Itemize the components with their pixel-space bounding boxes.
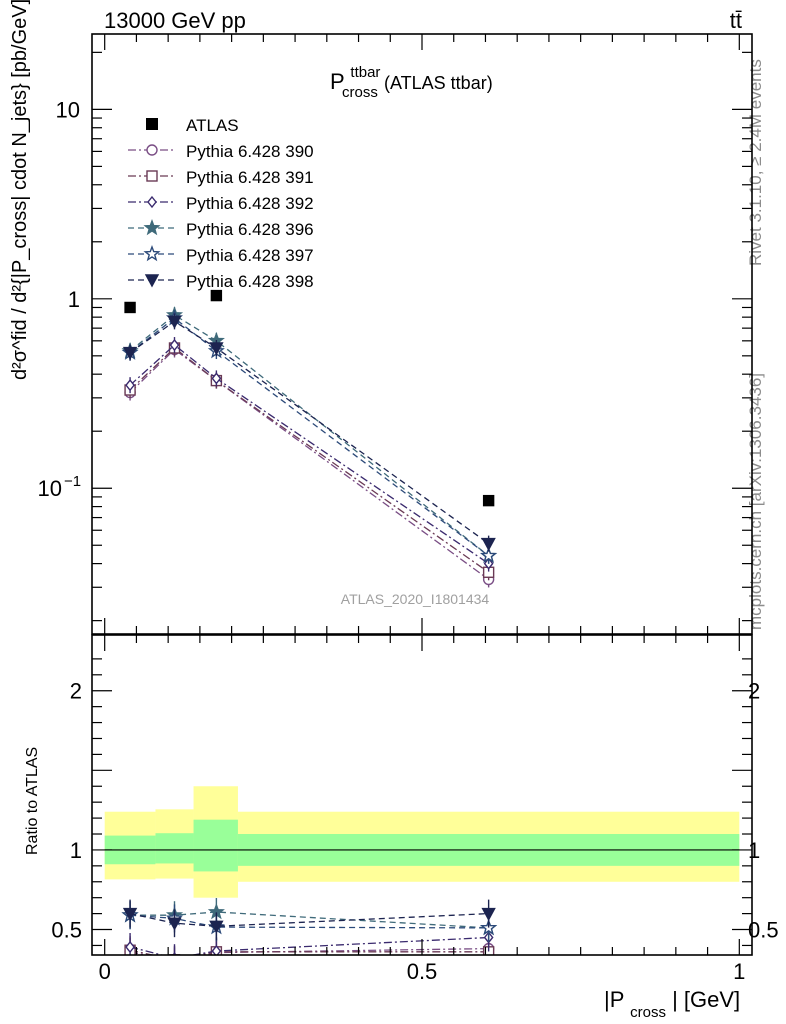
legend-label: Pythia 6.428 397 xyxy=(186,246,314,265)
series-pythia-6-428-390-line xyxy=(129,348,489,580)
lower-y-tick-label: 1 xyxy=(70,838,82,863)
series-pythia-6-428-390-ratio-line xyxy=(129,947,489,955)
upper-ylabel: d²σ^fid / d²{|P_cross| cdot N_jets} [pb/… xyxy=(9,0,31,380)
xlabel-sub: cross xyxy=(630,1004,666,1021)
series-pythia-6-428-392-point xyxy=(169,338,180,352)
upper-y-tick-label: 1 xyxy=(68,287,80,312)
plot-title-suffix: (ATLAS ttbar) xyxy=(384,73,493,93)
series-pythia-6-428-398-ratio-point xyxy=(209,920,224,934)
legend-label: Pythia 6.428 390 xyxy=(186,142,314,161)
series-pythia-6-428-391-line xyxy=(129,347,489,573)
legend-marker xyxy=(143,245,161,262)
plot-title: P ttbar cross xyxy=(330,57,387,101)
legend-marker xyxy=(147,195,157,209)
lower-y-tick-label-right: 1 xyxy=(748,838,760,863)
series-pythia-6-428-392-line xyxy=(129,344,489,565)
legend-marker xyxy=(143,219,161,236)
legend-label: Pythia 6.428 398 xyxy=(186,272,314,291)
series-pythia-6-428-398-point xyxy=(167,315,182,329)
atlas-data-point xyxy=(124,301,136,314)
legend-atlas-label: ATLAS xyxy=(186,116,239,135)
series-pythia-6-428-391-ratio-line xyxy=(129,949,489,955)
legend-label: Pythia 6.428 396 xyxy=(186,220,314,239)
upper-panel-frame xyxy=(91,33,753,635)
process-label: tt̄ xyxy=(730,8,742,33)
mcplots-label: mcplots.cern.ch [arXiv:1306.3436] xyxy=(746,373,765,630)
upper-y-tick-label: 10 xyxy=(56,97,80,122)
series-pythia-6-428-390-ratio-point xyxy=(170,956,180,966)
plot-title-sub: cross xyxy=(342,84,378,101)
series-pythia-6-428-398-point xyxy=(481,537,496,552)
lower-ylabel: Ratio to ATLAS xyxy=(24,747,41,855)
legend: ATLAS Pythia 6.428 390 Pythia 6.428 391 Pyt… xyxy=(128,116,314,291)
legend-atlas-marker xyxy=(146,118,158,130)
lower-y-tick-label: 0.5 xyxy=(51,918,82,943)
xlabel-suffix: | [GeV] xyxy=(672,987,740,1012)
series-pythia-6-428-398-point xyxy=(122,346,138,361)
analysis-watermark: ATLAS_2020_I1801434 xyxy=(341,591,490,607)
series-pythia-6-428-398-ratio-point xyxy=(167,917,182,931)
x-tick-label: 0.5 xyxy=(407,959,438,984)
plot-title-sup: ttbar xyxy=(350,64,380,81)
series-pythia-6-428-398-ratio-line xyxy=(129,912,489,927)
plot-title-main: P xyxy=(330,69,344,94)
upper-panel-content xyxy=(121,289,498,588)
stat-uncertainty-band xyxy=(193,819,238,872)
legend-marker xyxy=(146,170,158,182)
series-pythia-6-428-398-line xyxy=(129,320,489,545)
rivet-label: Rivet 3.1.10, ≥ 2.4M events xyxy=(746,59,765,266)
atlas-data-point xyxy=(210,289,223,302)
lower-panel-frame xyxy=(91,634,753,956)
series-pythia-6-428-391-ratio-point xyxy=(168,954,181,955)
lower-y-tick-label: 2 xyxy=(70,679,82,704)
series-pythia-6-428-397-point xyxy=(480,546,498,564)
series-pythia-6-428-396-line xyxy=(129,314,490,557)
series-pythia-6-428-398-point xyxy=(209,342,224,356)
series-pythia-6-428-392-point xyxy=(211,372,222,385)
xlabel-main: |P xyxy=(604,987,624,1012)
series-pythia-6-428-392-ratio-point xyxy=(125,940,135,954)
legend-marker xyxy=(144,274,160,288)
series-pythia-6-428-397-ratio-line xyxy=(130,914,489,929)
lower-y-tick-label-right: 0.5 xyxy=(748,918,779,943)
stat-uncertainty-band xyxy=(155,833,194,864)
legend-marker xyxy=(146,144,158,156)
x-tick-label: 1 xyxy=(733,959,745,984)
energy-label: 13000 GeV pp xyxy=(104,8,246,33)
legend-label: Pythia 6.428 391 xyxy=(186,168,314,187)
series-pythia-6-428-398-ratio-point xyxy=(122,907,138,922)
lower-y-tick-label-right: 2 xyxy=(748,679,760,704)
upper-y-tick-label: 10 xyxy=(38,476,62,501)
data-uncertainty-bands xyxy=(104,786,740,898)
x-tick-label: 0 xyxy=(99,959,111,984)
series-pythia-6-428-392-point xyxy=(125,379,135,392)
xlabel: |P cross | [GeV] xyxy=(604,987,740,1022)
series-pythia-6-428-398-ratio-point xyxy=(481,907,496,922)
upper-y-tick-exponent: −1 xyxy=(64,473,81,490)
legend-label: Pythia 6.428 392 xyxy=(186,194,314,213)
series-pythia-6-428-392-ratio-point xyxy=(211,944,222,955)
atlas-data-point xyxy=(482,494,495,507)
lower-panel-content xyxy=(121,898,498,966)
series-pythia-6-428-397-line xyxy=(129,317,489,557)
